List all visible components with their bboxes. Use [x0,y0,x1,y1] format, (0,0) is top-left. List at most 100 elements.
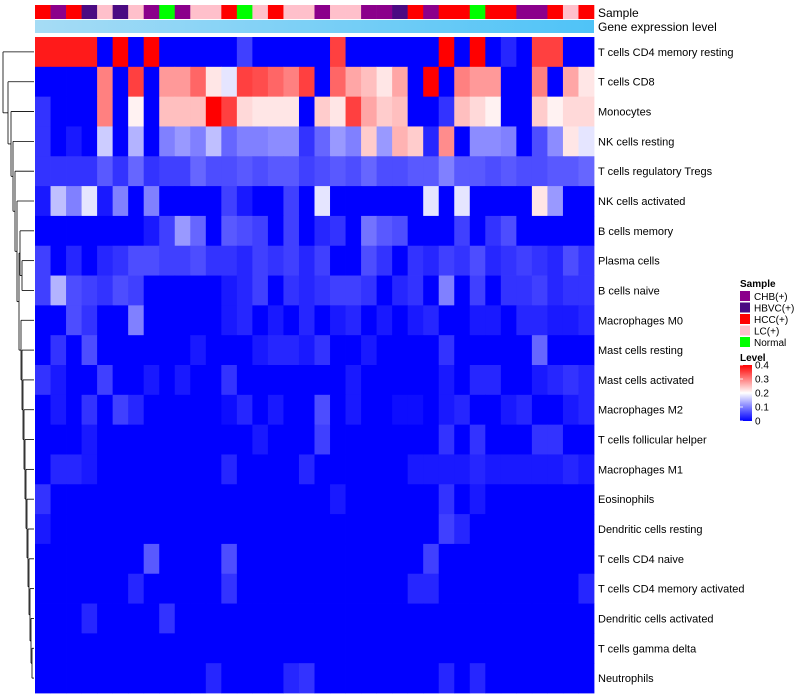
heatmap-cell [128,663,145,694]
heatmap-cell [35,603,51,634]
heatmap-cell [314,305,331,336]
heatmap-cell [81,126,98,157]
heatmap-cell [330,275,346,306]
heatmap-cell [562,394,579,426]
heatmap-cell [143,514,160,545]
heatmap-cell [407,514,424,545]
heatmap-cell [423,66,440,98]
heatmap-cell [81,186,98,217]
heatmap-cell [516,663,533,694]
heatmap-cell [516,215,533,247]
heatmap-cell [485,454,502,485]
heatmap-cell [330,633,346,664]
heatmap-cell [236,126,253,157]
heatmap-cell [392,215,409,247]
heatmap-cell [159,543,176,575]
heatmap-cell [531,245,548,276]
heatmap-cell [314,275,331,306]
heatmap-cell [454,335,471,366]
heatmap-cell [81,275,98,306]
heatmap-cell [516,603,533,634]
sample-legend-swatch [740,325,750,336]
heatmap-cell [361,186,378,217]
heatmap-cell [330,484,346,515]
level-tick-label: 0.2 [755,389,769,400]
heatmap-cell [314,603,331,634]
heatmap-cell [547,305,564,336]
heatmap-cell [345,633,362,664]
heatmap-cell [500,603,517,634]
heatmap-cell [112,543,129,575]
heatmap-cell [267,543,284,575]
sample-cell [35,5,51,19]
heatmap-cell [438,543,455,575]
heatmap-cell [81,603,98,634]
heatmap-cell [267,305,284,336]
heatmap-cell [112,245,129,276]
heatmap-cell [314,126,331,157]
heatmap-cell [283,335,300,366]
heatmap-cell [81,245,98,276]
heatmap-cell [438,245,455,276]
heatmap-cell [252,215,269,247]
heatmap-cell [469,603,486,634]
heatmap-cell [531,335,548,366]
heatmap-cell [159,394,176,426]
heatmap-cell [423,543,440,575]
heatmap-cell [423,394,440,426]
heatmap-cell [500,514,517,545]
heatmap-cell [314,156,331,187]
heatmap-cell [35,394,51,426]
heatmap-cell [50,603,67,634]
heatmap-cell [578,573,595,604]
heatmap-cell [562,603,579,634]
heatmap-cell [35,37,51,68]
heatmap-cell [97,215,114,247]
heatmap-cell [330,186,346,217]
sample-cell [438,5,455,19]
heatmap-cell [221,663,238,694]
heatmap-cell [112,603,129,634]
heatmap-cell [66,156,82,187]
heatmap-cell [562,66,579,98]
heatmap-cell [454,603,471,634]
heatmap-cell [252,424,269,455]
heatmap-cell [35,186,51,217]
heatmap-cell [562,126,579,157]
heatmap-cell [35,424,51,455]
sample-cell [81,5,98,19]
heatmap-cell [50,663,67,694]
heatmap-cell [35,543,51,575]
heatmap-cell [531,394,548,426]
heatmap-cell [252,275,269,306]
heatmap-cell [547,365,564,396]
heatmap-cell [500,66,517,98]
heatmap-cell [361,245,378,276]
sample-cell [500,5,517,19]
heatmap-cell [454,96,471,127]
heatmap-cell [516,365,533,396]
heatmap-cell [314,454,331,485]
heatmap-cell [66,186,82,217]
heatmap-cell [500,305,517,336]
heatmap-cell [236,37,253,68]
heatmap-cell [205,484,222,515]
sample-legend-label: HBVC(+) [754,304,794,315]
heatmap-cell [159,186,176,217]
heatmap-cell [66,275,82,306]
heatmap-cell [547,663,564,694]
heatmap-cell [314,543,331,575]
heatmap-cell [143,186,160,217]
heatmap-cell [221,484,238,515]
heatmap-cell [190,66,207,98]
heatmap-cell [97,245,114,276]
heatmap-cell [252,245,269,276]
heatmap-cell [361,603,378,634]
heatmap-cell [531,96,548,127]
heatmap-cell [159,335,176,366]
heatmap-cell [485,424,502,455]
heatmap-cell [314,484,331,515]
heatmap-cell [423,156,440,187]
heatmap-cell [423,484,440,515]
heatmap-cell [205,126,222,157]
